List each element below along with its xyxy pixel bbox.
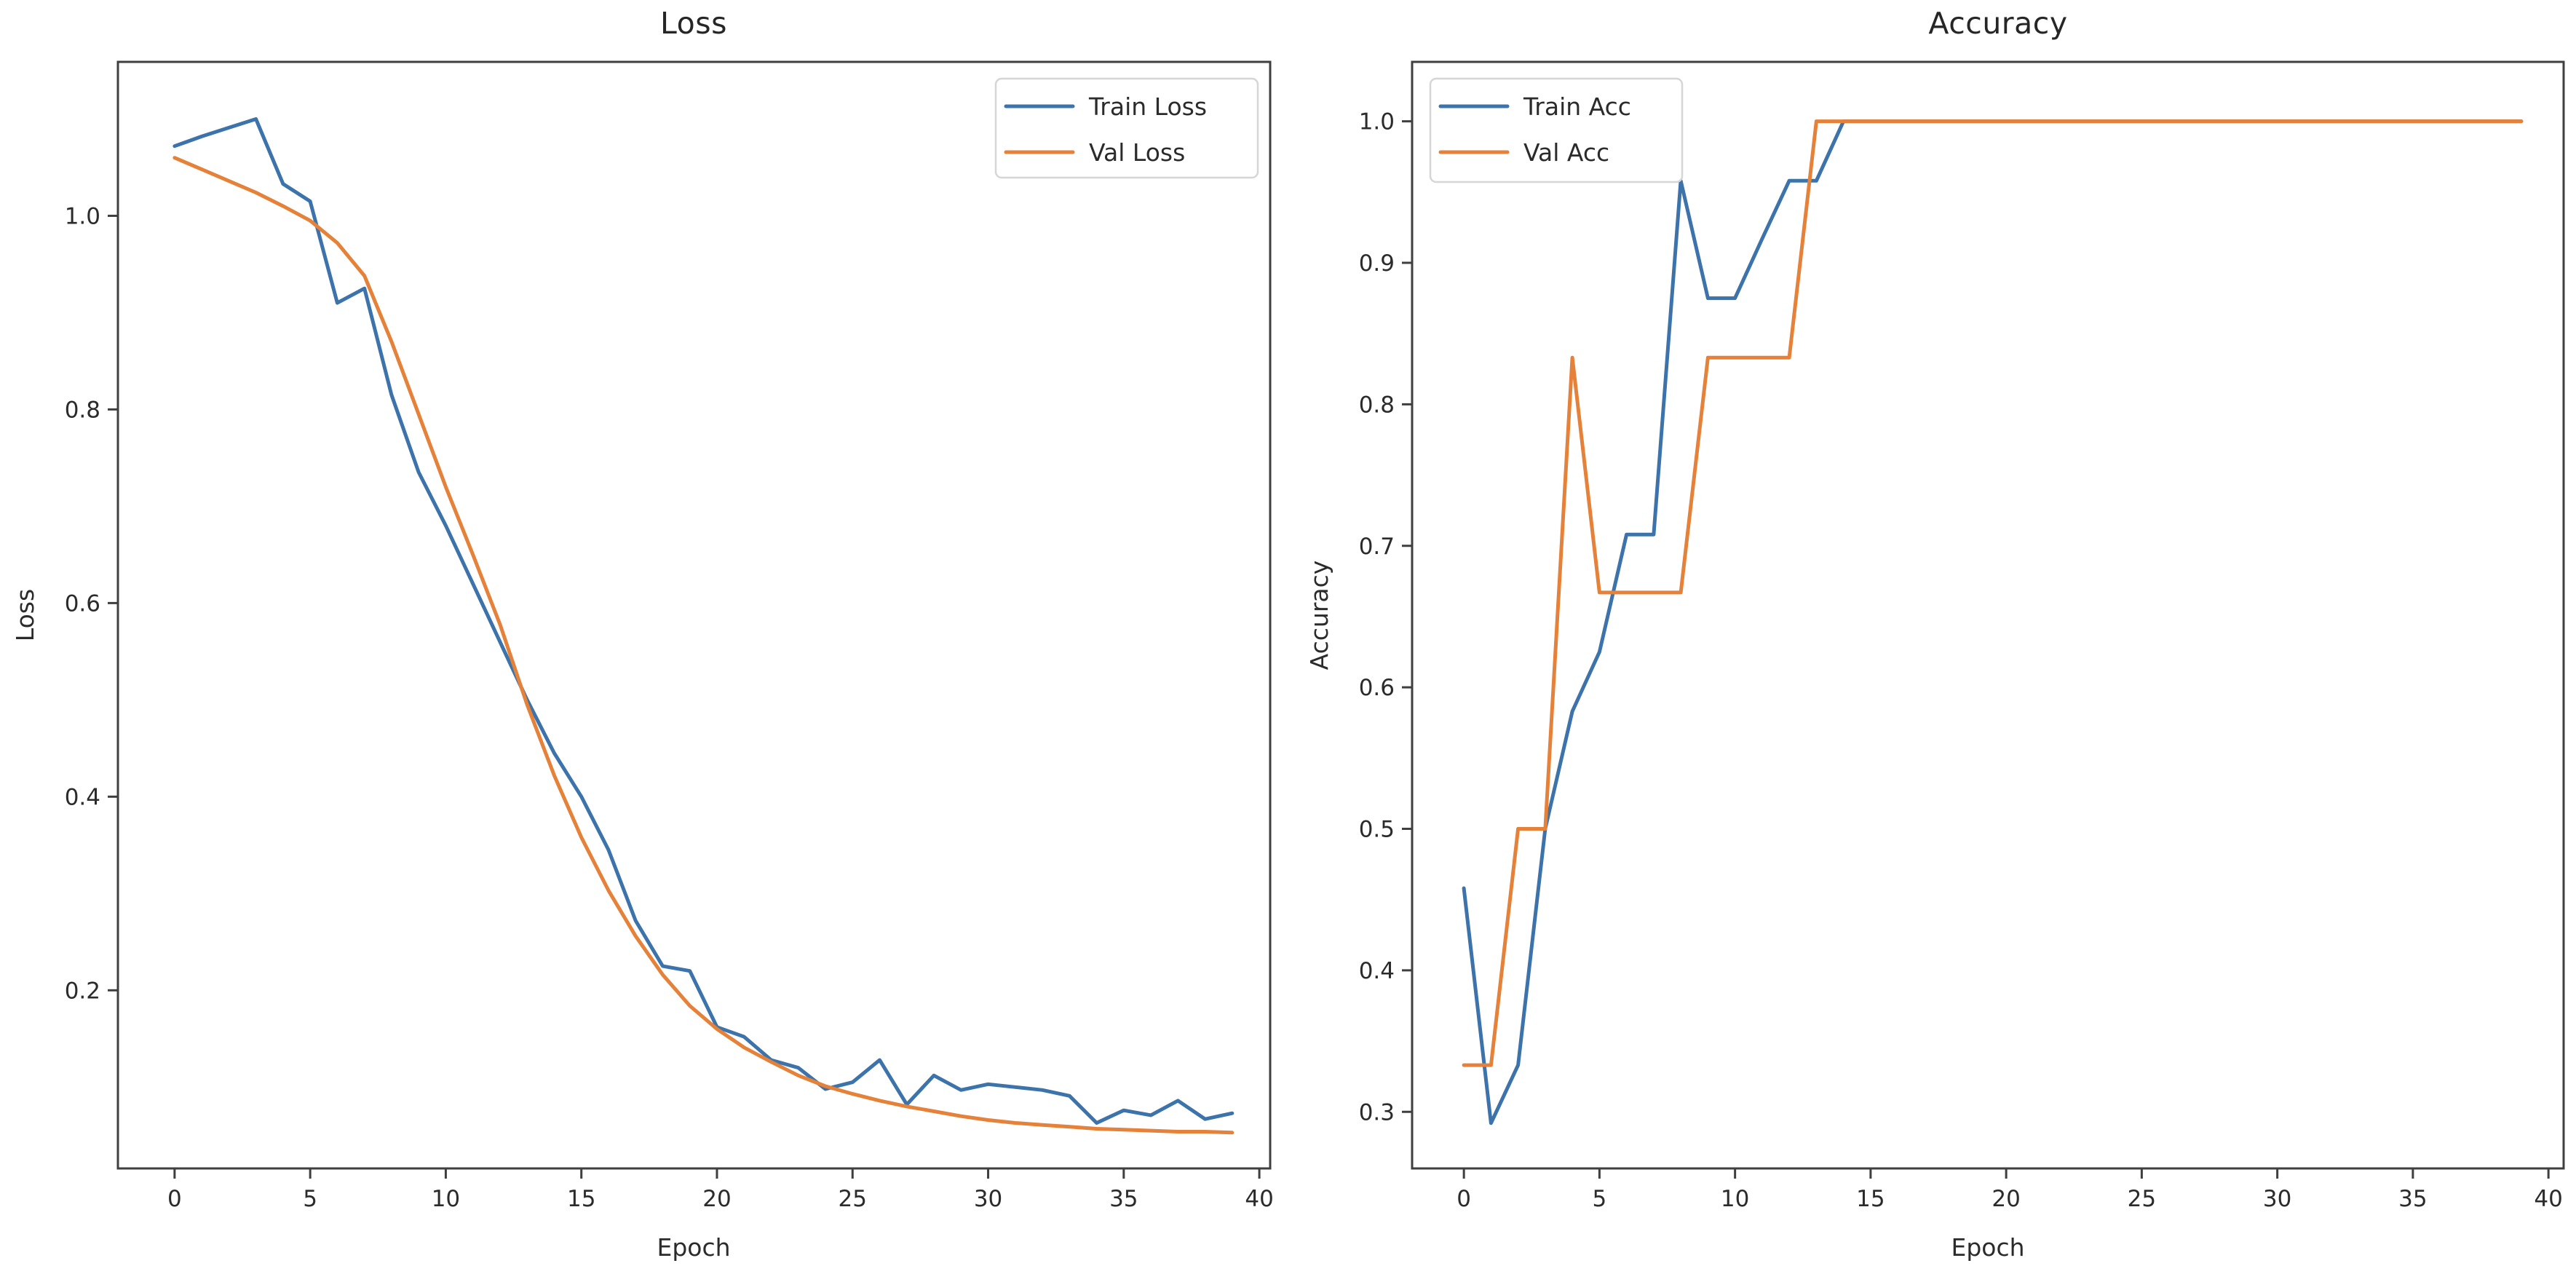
accuracy-axis-ticks: 0 5 10 15 20 25 30 35 40 0.3 0.4 0.5 0.6 0.7 0.8 0.9 1.0	[1359, 109, 2563, 1212]
x-tick-label: 0	[1457, 1186, 1471, 1212]
y-tick-label: 0.6	[1359, 675, 1395, 701]
x-tick-label: 35	[1109, 1186, 1138, 1212]
accuracy-axes-spines	[1411, 60, 2565, 1170]
y-tick-label: 0.6	[65, 590, 100, 617]
loss-series-train-loss	[173, 117, 1235, 1125]
x-tick-label: 5	[303, 1186, 317, 1212]
y-tick-label: 0.3	[1359, 1099, 1395, 1125]
accuracy-series-val-acc	[1462, 119, 2524, 1067]
x-tick-label: 20	[1992, 1186, 2020, 1212]
loss-axes-spines	[116, 60, 1272, 1170]
x-tick-label: 40	[1245, 1186, 1273, 1212]
y-tick-label: 1.0	[65, 203, 100, 229]
x-tick-label: 30	[2263, 1186, 2291, 1212]
accuracy-legend-label: Val Acc	[1523, 138, 1609, 167]
accuracy-legend: Train Acc Val Acc	[1429, 77, 1684, 183]
loss-legend: Train Loss Val Loss	[994, 77, 1259, 179]
y-tick-label: 0.7	[1359, 534, 1395, 560]
x-tick-label: 10	[432, 1186, 460, 1212]
x-tick-label: 25	[2128, 1186, 2156, 1212]
x-tick-label: 20	[702, 1186, 731, 1212]
loss-legend-label: Val Loss	[1089, 138, 1185, 167]
accuracy-plot: 0 5 10 15 20 25 30 35 40 0.3 0.4 0.5 0.6 0.7 0.8 0.9 1.0…	[1359, 60, 2565, 1212]
y-tick-label: 0.2	[65, 978, 100, 1004]
x-tick-label: 35	[2398, 1186, 2427, 1212]
accuracy-xaxis-label: Epoch	[1951, 1233, 2025, 1262]
loss-chart-title: Loss	[660, 6, 727, 41]
y-tick-label: 0.5	[1359, 817, 1395, 843]
loss-xaxis-label: Epoch	[657, 1233, 731, 1262]
y-tick-label: 0.9	[1359, 250, 1395, 277]
y-tick-label: 1.0	[1359, 109, 1395, 135]
y-tick-label: 0.4	[1359, 958, 1395, 984]
loss-plot: 0 5 10 15 20 25 30 35 40 0.2 0.4 0.6 0.8 1.0 Train Los…	[65, 60, 1274, 1212]
x-tick-label: 10	[1721, 1186, 1749, 1212]
loss-legend-label: Train Loss	[1088, 92, 1207, 121]
loss-axis-ticks: 0 5 10 15 20 25 30 35 40 0.2 0.4 0.6 0.8 1.0	[65, 203, 1274, 1212]
accuracy-series-train-acc	[1462, 119, 2524, 1125]
accuracy-yaxis-label: Accuracy	[1305, 560, 1333, 670]
x-tick-label: 30	[974, 1186, 1002, 1212]
loss-series-val-loss	[173, 156, 1235, 1135]
x-tick-label: 25	[839, 1186, 867, 1212]
accuracy-chart-title: Accuracy	[1928, 6, 2068, 41]
x-tick-label: 40	[2534, 1186, 2562, 1212]
x-tick-label: 5	[1593, 1186, 1607, 1212]
y-tick-label: 0.4	[65, 784, 100, 810]
y-tick-label: 0.8	[65, 397, 100, 423]
x-tick-label: 0	[167, 1186, 182, 1212]
y-tick-label: 0.8	[1359, 392, 1395, 418]
accuracy-legend-label: Train Acc	[1523, 92, 1631, 121]
x-tick-label: 15	[1856, 1186, 1885, 1212]
x-tick-label: 15	[567, 1186, 595, 1212]
loss-yaxis-label: Loss	[11, 588, 39, 642]
